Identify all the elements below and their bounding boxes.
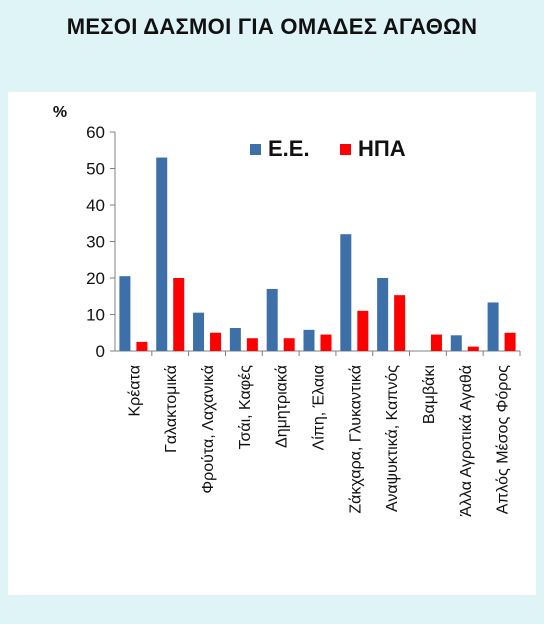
bar-ee	[340, 234, 352, 351]
bar-ee	[266, 288, 278, 351]
bar-ee	[487, 302, 499, 351]
x-tick-label: Γαλακτομικά	[163, 365, 180, 453]
bar-usa	[467, 346, 479, 351]
y-tick-label: 20	[86, 269, 105, 288]
x-tick-label: Τσάι, Καφές	[237, 365, 254, 450]
bars	[119, 157, 516, 351]
bar-usa	[283, 338, 295, 351]
y-tick-label: 50	[86, 160, 105, 179]
legend-label: ΗΠΑ	[358, 136, 406, 161]
bar-usa	[136, 341, 148, 351]
bar-ee	[450, 335, 462, 351]
y-tick-label: 10	[86, 306, 105, 325]
x-tick-label: Βαμβάκι	[421, 365, 438, 425]
x-tick-label: Φρούτα, Λαχανικά	[200, 365, 217, 494]
x-tick-label: Ζάκχαρα, Γλυκαντικά	[347, 365, 364, 514]
x-tick-label: Λίπη, Έλαια	[311, 365, 328, 450]
bar-ee	[303, 329, 315, 351]
bar-usa	[504, 332, 516, 351]
axis-labels: 0 10 20 30 40 50 60% Κρέατα Γαλακτομικά Φρούτα, Λ…	[53, 104, 512, 517]
bar-ee	[119, 276, 131, 351]
bar-ee	[377, 278, 389, 351]
bar-ee	[193, 312, 205, 351]
x-tick-label: Απλός Μέσος Φόρος	[495, 365, 512, 515]
bar-usa	[210, 332, 222, 351]
legend-swatch	[340, 144, 351, 155]
x-tick-label: Άλλα Αγροτικά Αγαθά	[458, 365, 475, 517]
x-tick-label: Αναψυκτικά, Καπνός	[384, 365, 401, 512]
bar-usa	[246, 338, 258, 351]
y-tick-label: 0	[96, 342, 105, 361]
y-tick-label: 60	[86, 123, 105, 142]
bar-usa	[394, 295, 406, 351]
y-tick-label: 40	[86, 196, 105, 215]
y-axis-unit-label: %	[53, 104, 67, 121]
bar-chart: 0 10 20 30 40 50 60% Κρέατα Γαλακτομικά Φρούτα, Λ…	[53, 104, 521, 517]
legend-label: Ε.Ε.	[268, 136, 310, 161]
slide-title: ΜΕΣΟΙ ΔΑΣΜΟΙ ΓΙΑ ΟΜΑΔΕΣ ΑΓΑΘΩΝ	[66, 14, 478, 39]
legend-swatch	[250, 144, 261, 155]
x-tick-label: Κρέατα	[126, 365, 143, 417]
bar-usa	[320, 334, 332, 351]
axes	[110, 131, 521, 356]
y-tick-label: 30	[86, 233, 105, 252]
bar-usa	[173, 278, 185, 351]
legend: Ε.Ε. ΗΠΑ	[250, 136, 406, 161]
bar-ee	[229, 328, 241, 351]
x-tick-label: Δημητριακά	[274, 365, 291, 448]
bar-ee	[156, 157, 168, 351]
chart-panel: 0 10 20 30 40 50 60% Κρέατα Γαλακτομικά Φρούτα, Λ…	[8, 92, 536, 595]
bar-usa	[430, 334, 442, 351]
bar-usa	[357, 310, 369, 351]
